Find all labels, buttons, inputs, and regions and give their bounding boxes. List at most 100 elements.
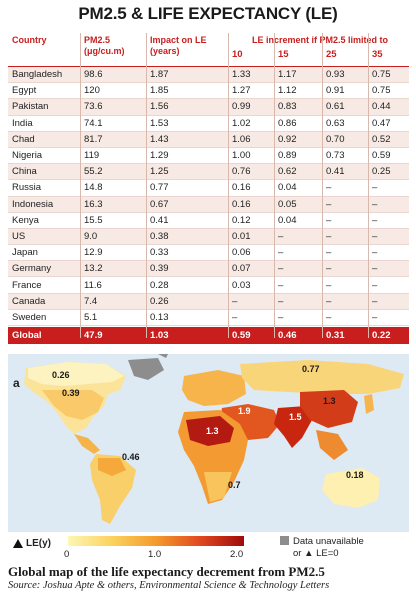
cell-l10: – (232, 295, 238, 307)
cell-pm25: 7.4 (84, 295, 98, 307)
cell-country: Sweden (12, 311, 47, 323)
cell-l15: 0.92 (278, 133, 297, 145)
table-row: US 9.0 0.38 0.01 – – – (8, 228, 409, 246)
legend-tick-1: 1.0 (148, 549, 162, 560)
cell-impact: 1.29 (150, 150, 169, 162)
cell-l35: – (372, 230, 378, 242)
cell-l15: 0.04 (278, 214, 297, 226)
page-title: PM2.5 & LIFE EXPECTANCY (LE) (78, 4, 338, 23)
cell-l25: – (326, 295, 332, 307)
cell-l10: 0.12 (232, 214, 251, 226)
cell-l15: – (278, 311, 284, 323)
table-row: Japan 12.9 0.33 0.06 – – – (8, 245, 409, 262)
cell-l35: 0.75 (372, 69, 391, 81)
cell-impact: 0.26 (150, 295, 169, 307)
us-region (42, 390, 104, 420)
table-row: Canada 7.4 0.26 – – – – (8, 293, 409, 310)
global-pm25: 47.9 (84, 330, 103, 341)
cell-pm25: 9.0 (84, 230, 98, 242)
south-america-north (98, 458, 126, 476)
cell-pm25: 15.5 (84, 214, 103, 226)
cell-country: Germany (12, 263, 52, 275)
color-scale-bar (68, 536, 244, 546)
cell-impact: 1.87 (150, 69, 169, 81)
canada-region (28, 362, 124, 386)
gray-swatch-icon (280, 536, 289, 545)
cell-l35: 0.25 (372, 166, 391, 178)
cell-impact: 1.25 (150, 166, 169, 178)
header-impact-line1: Impact on LE (150, 35, 207, 45)
cell-impact: 0.67 (150, 198, 169, 210)
table-row: Bangladesh 98.6 1.87 1.33 1.17 0.93 0.75 (8, 67, 409, 84)
label-canada: 0.26 (52, 370, 70, 380)
cell-l35: – (372, 279, 378, 291)
cell-l15: 0.04 (278, 182, 297, 194)
legend-title: LE(y) (13, 538, 51, 549)
triangle-icon (13, 539, 23, 548)
cell-l10: 0.06 (232, 247, 251, 259)
cell-country: India (12, 117, 33, 129)
cell-l15: 1.17 (278, 69, 297, 81)
table-row: Sweden 5.1 0.13 – – – – (8, 310, 409, 326)
table-row-global: Global 47.9 1.03 0.59 0.46 0.31 0.22 (8, 327, 409, 344)
cell-impact: 1.56 (150, 101, 169, 113)
label-us: 0.39 (62, 388, 80, 398)
china-region (300, 390, 358, 428)
cell-l35: 0.47 (372, 117, 391, 129)
header-limit-10: 10 (232, 49, 243, 60)
column-divider (322, 33, 323, 338)
column-divider (80, 33, 81, 338)
cell-l25: 0.91 (326, 85, 345, 97)
cell-pm25: 5.1 (84, 311, 98, 323)
unavailable-line2: or ▲ LE=0 (293, 548, 339, 559)
cell-country: Pakistan (12, 101, 49, 113)
cell-impact: 0.39 (150, 263, 169, 275)
map-caption: Global map of the life expectancy decrem… (8, 564, 325, 579)
header-country: Country (12, 35, 47, 45)
table-row: India 74.1 1.53 1.02 0.86 0.63 0.47 (8, 116, 409, 132)
table-row: Nigeria 119 1.29 1.00 0.89 0.73 0.59 (8, 148, 409, 165)
cell-l35: – (372, 182, 378, 194)
cell-l35: 0.59 (372, 150, 391, 162)
cell-impact: 1.43 (150, 133, 169, 145)
cell-l25: – (326, 311, 332, 323)
column-divider (368, 33, 369, 338)
cell-l25: – (326, 247, 332, 259)
legend-label-text: LE(y) (26, 538, 51, 549)
label-russia: 0.77 (302, 364, 320, 374)
cell-pm25: 11.6 (84, 279, 102, 291)
label-south-america: 0.46 (122, 452, 140, 462)
global-impact: 1.03 (150, 330, 169, 341)
header-pm25-line2: (μg/cu.m) (84, 46, 125, 56)
greenland-landmass (128, 358, 164, 380)
cell-l25: – (326, 198, 332, 210)
cell-l15: 0.62 (278, 166, 297, 178)
cell-l15: – (278, 263, 284, 275)
cell-pm25: 73.6 (84, 101, 103, 113)
cell-impact: 0.38 (150, 230, 169, 242)
cell-l35: – (372, 214, 378, 226)
russia-landmass (240, 360, 404, 394)
header-limit-35: 35 (372, 49, 383, 60)
cell-country: Nigeria (12, 150, 43, 162)
header-impact-line2: (years) (150, 46, 180, 56)
europe-landmass (182, 370, 246, 406)
south-asia-region (274, 406, 312, 448)
cell-l25: 0.41 (326, 166, 345, 178)
column-divider (146, 33, 147, 338)
cell-l25: 0.70 (326, 133, 345, 145)
header-limit-25: 25 (326, 49, 337, 60)
cell-l25: 0.61 (326, 101, 345, 113)
global-country: Global (12, 330, 42, 341)
sahel-region (186, 416, 234, 446)
cell-country: Canada (12, 295, 46, 307)
legend-tick-2: 2.0 (230, 549, 244, 560)
table-row: Germany 13.2 0.39 0.07 – – – (8, 261, 409, 278)
table-row: China 55.2 1.25 0.76 0.62 0.41 0.25 (8, 164, 409, 181)
cell-l15: – (278, 279, 284, 291)
cell-l35: – (372, 247, 378, 259)
cell-impact: 0.41 (150, 214, 169, 226)
cell-impact: 1.53 (150, 117, 169, 129)
cell-l25: – (326, 279, 332, 291)
cell-l15: 0.05 (278, 198, 297, 210)
